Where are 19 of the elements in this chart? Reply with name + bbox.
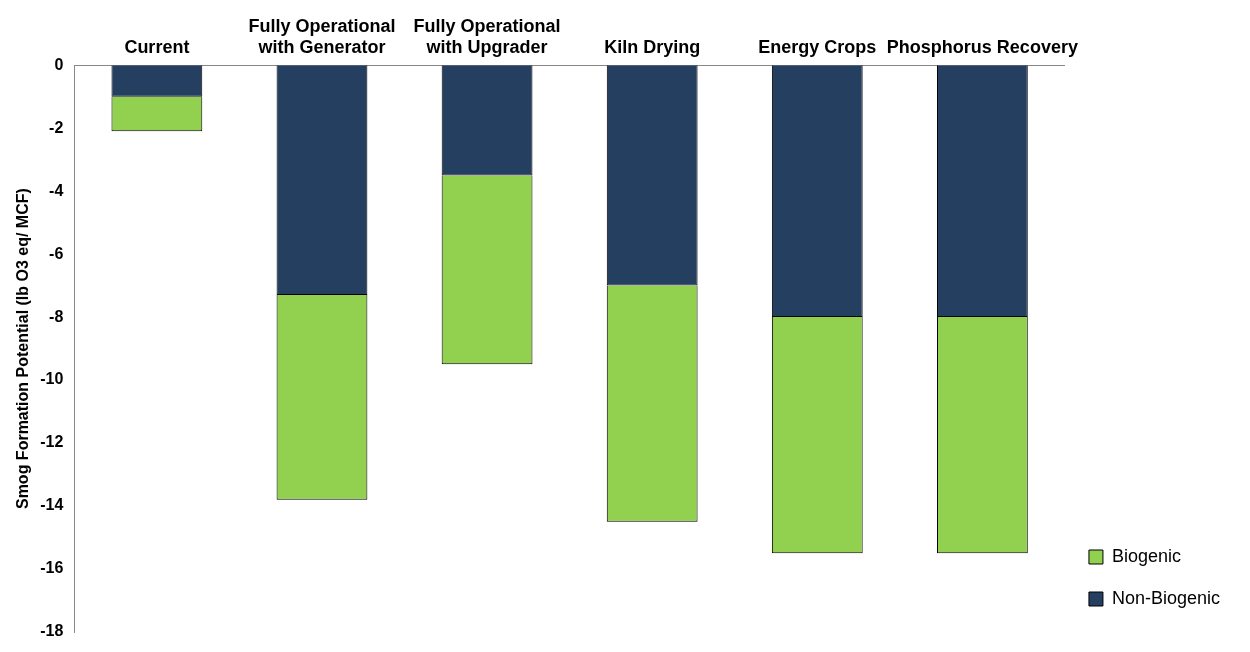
x-tick-label: Energy Crops: [758, 37, 877, 58]
y-tick-label: -12: [40, 433, 64, 451]
x-tick-label: Phosphorus Recovery: [886, 37, 1078, 58]
y-tick-label: -4: [49, 181, 64, 199]
y-tick-label: -14: [40, 496, 64, 514]
y-tick-label: -16: [40, 559, 64, 577]
x-tick-label: Kiln Drying: [604, 37, 701, 58]
legend-label: Biogenic: [1111, 545, 1181, 566]
legend-label: Non-Biogenic: [1111, 587, 1220, 608]
x-tick-label: Fully Operational with Generator: [248, 15, 396, 58]
y-tick-label: -2: [49, 118, 64, 136]
y-tick-label: -6: [49, 244, 64, 262]
y-axis-title: Smog Formation Potential (lb O3 eq/ MCF): [14, 188, 32, 510]
y-tick-label: 0: [54, 55, 64, 73]
x-tick-label: Current: [124, 37, 190, 58]
x-tick-label: Fully Operational with Upgrader: [413, 15, 561, 58]
y-tick-label: -18: [40, 622, 64, 640]
y-tick-label: -8: [49, 307, 64, 325]
y-tick-label: -10: [40, 370, 64, 388]
